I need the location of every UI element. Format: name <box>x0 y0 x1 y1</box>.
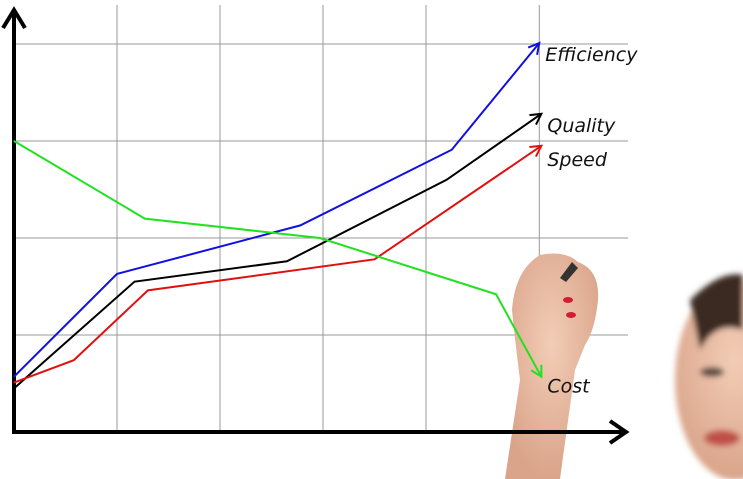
y-axis-arrow <box>1 6 27 30</box>
data-point <box>374 258 375 260</box>
data-point <box>319 237 321 239</box>
series-line-speed <box>13 145 542 384</box>
data-point <box>13 376 15 378</box>
data-point <box>451 149 453 151</box>
data-point <box>540 376 542 378</box>
series-label-quality: Quality <box>547 115 616 137</box>
data-point <box>147 289 149 291</box>
series-label-speed: Speed <box>547 149 608 171</box>
data-point <box>495 293 497 295</box>
data-point <box>538 42 540 44</box>
x-axis-arrow <box>608 419 630 445</box>
series-line-quality <box>13 113 542 390</box>
series-line-efficiency <box>13 42 541 378</box>
data-point <box>144 218 146 220</box>
data-point <box>73 359 75 361</box>
data-point <box>299 224 301 226</box>
axes <box>1 6 630 445</box>
presenter-photo <box>505 253 743 479</box>
series-label-cost: Cost <box>547 376 591 398</box>
data-point <box>116 273 118 275</box>
data-point <box>13 140 15 142</box>
data-point <box>286 260 288 262</box>
data-point <box>13 387 15 389</box>
data-point <box>446 179 448 181</box>
marker <box>560 262 578 282</box>
series-label-efficiency: Efficiency <box>545 44 638 66</box>
data-point <box>134 281 136 283</box>
woman-face <box>675 274 743 479</box>
data-point <box>540 145 542 147</box>
data-point <box>540 113 542 115</box>
hand <box>505 253 599 479</box>
data-point <box>13 382 15 384</box>
